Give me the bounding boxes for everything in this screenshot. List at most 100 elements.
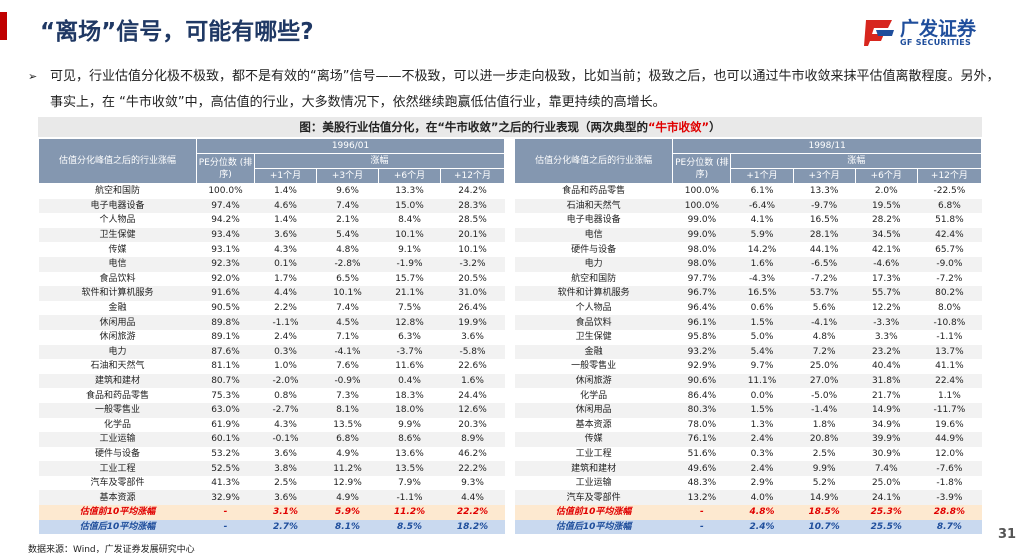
table-cell: 98.0% bbox=[687, 244, 717, 255]
table-row: 汽车及零部件 13.2% 4.0% 14.9% 24.1% -3.9% bbox=[514, 490, 982, 506]
summary-row: 估值后10平均涨幅 -2.4% 10.7% 25.5% 8.7% bbox=[514, 519, 982, 535]
table-cell: 7.9% bbox=[398, 478, 421, 489]
table-cell: 24.4% bbox=[458, 390, 487, 401]
table-cell: 11.1% bbox=[730, 373, 794, 389]
caption-text: ） bbox=[709, 120, 721, 134]
table-cell: 44.9% bbox=[917, 432, 982, 447]
summary-cell: 22.2% bbox=[440, 505, 505, 520]
summary-cell: 2.4% bbox=[730, 519, 794, 535]
table-cell: 电力 bbox=[38, 344, 197, 360]
table-row: 电力 98.0% 1.6% -6.5% -4.6% -9.0% bbox=[514, 256, 982, 272]
table-cell: 2.5% bbox=[274, 478, 297, 489]
slide-title: “离场”信号，可能有哪些? bbox=[40, 19, 314, 45]
table-cell: 工业工程 bbox=[575, 448, 612, 459]
table-cell: 1.3% bbox=[750, 419, 774, 430]
table-cell: 3.6% bbox=[274, 448, 297, 459]
table-cell: 1.4% bbox=[274, 215, 297, 226]
header-row: 估值分化峰值之后的行业涨幅 1998/11 bbox=[513, 138, 982, 184]
table-cell: 90.5% bbox=[211, 303, 240, 314]
table-cell: 96.7% bbox=[672, 286, 731, 301]
table-row: 硬件与设备 98.0% 14.2% 44.1% 42.1% 65.7% bbox=[515, 242, 982, 257]
table-row: 建筑和建材 80.7% -2.0% -0.9% 0.4% 1.6% bbox=[38, 373, 505, 389]
table-cell: 4.1% bbox=[750, 215, 774, 226]
table-cell: 3.6% bbox=[461, 332, 484, 343]
table-cell: 25.0% bbox=[871, 478, 901, 489]
table-row: 卫生保健 93.4% 3.6% 5.4% 10.1% 20.1% bbox=[38, 227, 505, 243]
table-cell: 17.3% bbox=[871, 273, 901, 284]
table-cell: 4.3% bbox=[274, 244, 297, 255]
header-cell: 1998/11 bbox=[672, 138, 982, 154]
summary-cell: - bbox=[196, 519, 255, 535]
table-row: 一般零售业 92.9% 9.7% 25.0% 40.4% 41.1% bbox=[515, 359, 982, 374]
table-body: 食品和药品零售 100.0% 6.1% 13.3% 2.0% -22.5% 石油和天然气 10… bbox=[514, 184, 982, 535]
table-cell: 6.3% bbox=[398, 332, 421, 343]
table-cell: 建筑和建材 bbox=[38, 373, 197, 389]
table-cell: 23.2% bbox=[855, 344, 918, 360]
table-cell: 61.9% bbox=[211, 419, 240, 430]
logo-icon bbox=[864, 20, 894, 46]
table-cell: 5.6% bbox=[812, 303, 836, 314]
table-cell: 卫生保健 bbox=[38, 227, 197, 243]
header-cell: +12个月 bbox=[439, 168, 506, 184]
table-cell: 22.4% bbox=[917, 373, 982, 389]
table-cell: 89.1% bbox=[211, 332, 240, 343]
table-cell: 汽车及零部件 bbox=[90, 478, 145, 489]
summary-cell: 11.2% bbox=[378, 505, 441, 520]
table-cell: 19.9% bbox=[440, 315, 505, 330]
table-cell: 32.9% bbox=[196, 490, 255, 506]
summary-cell: 18.5% bbox=[793, 505, 856, 520]
summary-cell: 8.1% bbox=[316, 519, 379, 535]
header-cell: +3个月 bbox=[792, 168, 856, 184]
header-cell: 涨幅 bbox=[730, 153, 982, 169]
table-cell: 7.3% bbox=[336, 390, 359, 401]
table-row: 传媒 76.1% 2.4% 20.8% 39.9% 44.9% bbox=[514, 432, 982, 447]
table-cell: 1.5% bbox=[730, 315, 794, 330]
table-row: 电力 87.6% 0.3% -4.1% -3.7% -5.8% bbox=[38, 344, 505, 360]
table-row: 传媒 93.1% 4.3% 4.8% 9.1% 10.1% bbox=[39, 242, 505, 257]
header-cell: 1996/01 bbox=[195, 138, 506, 154]
logo-text: 广发证券 bbox=[900, 18, 977, 40]
table-cell: 25.0% bbox=[809, 361, 839, 372]
table-cell: -10.8% bbox=[917, 315, 982, 330]
table-cell: 1.1% bbox=[937, 390, 961, 401]
table-cell: 2.1% bbox=[336, 215, 359, 226]
header-cell: 估值分化峰值之后的行业涨幅 bbox=[513, 138, 674, 184]
table-cell: 7.1% bbox=[336, 332, 359, 343]
table-cell: 28.1% bbox=[793, 227, 856, 243]
table-row: 休闲旅游 90.6% 11.1% 27.0% 31.8% 22.4% bbox=[514, 373, 982, 389]
summary-cell: 估值后10平均涨幅 bbox=[514, 519, 673, 535]
table-cell: -6.4% bbox=[730, 198, 794, 214]
summary-row: 估值前10平均涨幅 -4.8% 18.5% 25.3% 28.8% bbox=[514, 505, 982, 520]
table-cell: 15.7% bbox=[395, 273, 424, 284]
table-cell: -1.1% bbox=[378, 490, 441, 506]
figure-caption: 图：美股行业估值分化，在“牛市收敛”之后的行业表现（两次典型的“牛市收敛”） bbox=[38, 117, 982, 137]
table-cell: 化学品 bbox=[103, 419, 131, 430]
table-cell: -1.8% bbox=[936, 478, 963, 489]
table-cell: 3.8% bbox=[254, 461, 317, 476]
table-cell: 8.0% bbox=[937, 303, 961, 314]
table-cell: 28.2% bbox=[871, 215, 901, 226]
table-cell: 41.1% bbox=[935, 361, 964, 372]
table-cell: 航空和国防 bbox=[571, 273, 617, 284]
table-cell: 31.8% bbox=[855, 373, 918, 389]
table-cell: 20.5% bbox=[458, 273, 487, 284]
table-cell: 石油和天然气 bbox=[514, 198, 673, 214]
table-cell: 20.1% bbox=[440, 227, 505, 243]
table-cell: 硬件与设备 bbox=[571, 244, 617, 255]
logo: 广发证券 GF SECURITIES bbox=[862, 14, 992, 50]
table-cell: 0.6% bbox=[750, 303, 774, 314]
logo-subtext: GF SECURITIES bbox=[900, 38, 972, 47]
table-cell: 金融 bbox=[108, 303, 127, 314]
header-cell: +6个月 bbox=[378, 168, 441, 184]
table-cell: 12.9% bbox=[333, 478, 362, 489]
table-cell: -4.1% bbox=[793, 315, 856, 330]
table-cell: 休闲用品 bbox=[514, 402, 673, 418]
summary-cell: 估值前10平均涨幅 bbox=[38, 505, 197, 520]
table-cell: 53.2% bbox=[211, 448, 240, 459]
table-row: 软件和计算机服务 91.6% 4.4% 10.1% 21.1% 31.0% bbox=[38, 286, 505, 301]
table-cell: 电力 bbox=[514, 256, 673, 272]
table-cell: 7.4% bbox=[316, 198, 379, 214]
table-cell: 1.7% bbox=[274, 273, 297, 284]
table-cell: 4.5% bbox=[316, 315, 379, 330]
